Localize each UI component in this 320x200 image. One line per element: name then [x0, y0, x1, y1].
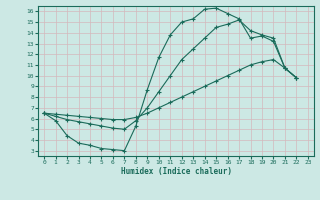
X-axis label: Humidex (Indice chaleur): Humidex (Indice chaleur) [121, 167, 231, 176]
